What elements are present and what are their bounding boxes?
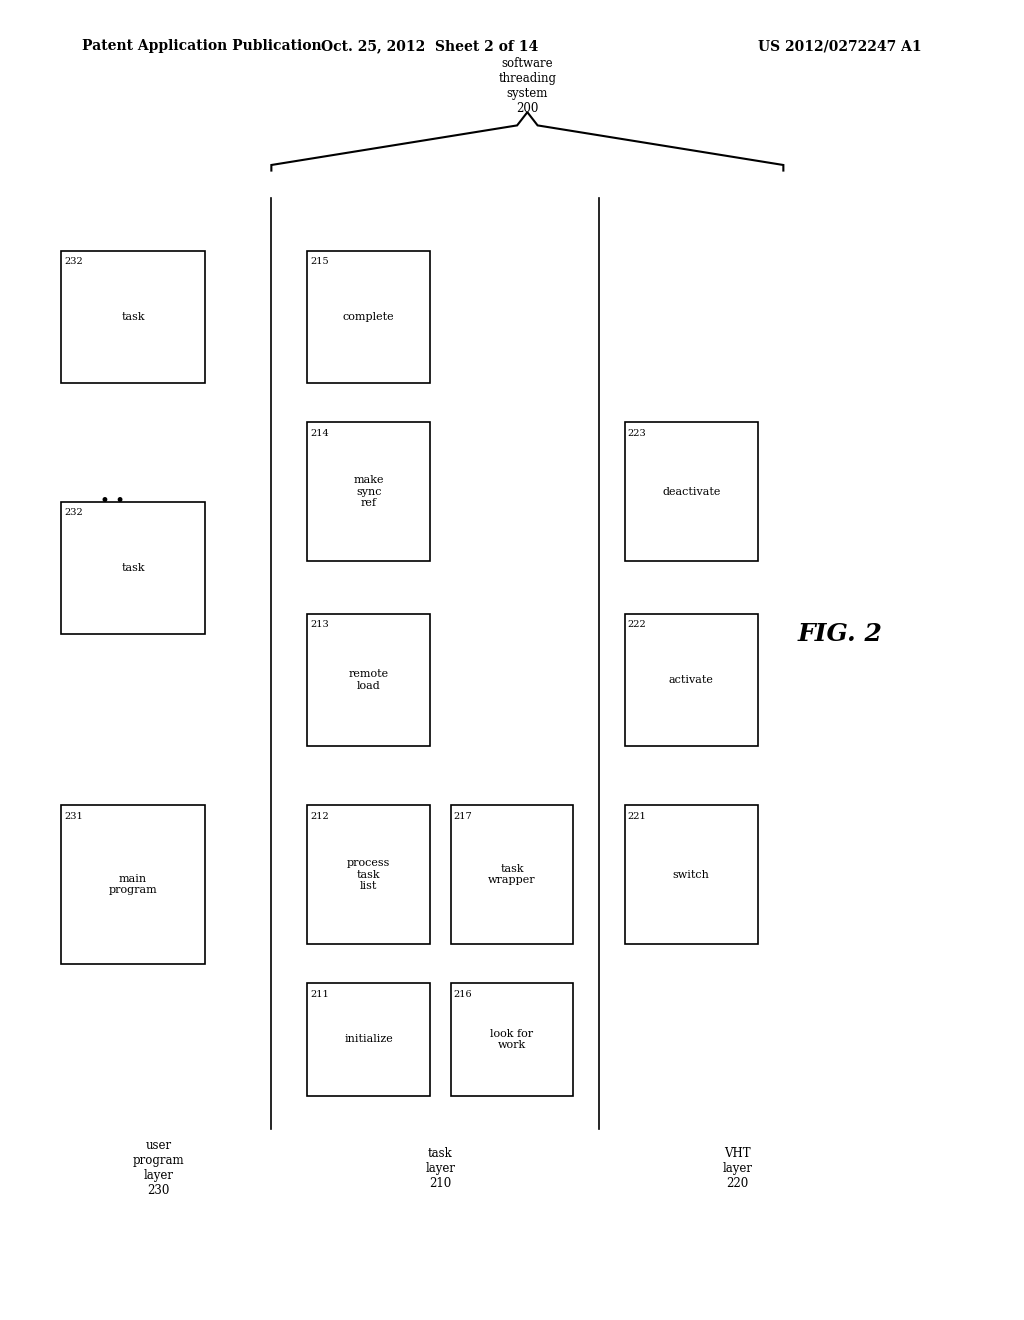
Text: 215: 215 xyxy=(310,257,329,267)
Bar xyxy=(625,805,758,944)
Text: remote
load: remote load xyxy=(348,669,389,690)
Text: 214: 214 xyxy=(310,429,329,438)
Text: activate: activate xyxy=(669,675,714,685)
Text: task: task xyxy=(121,562,145,573)
Text: • •: • • xyxy=(100,494,125,510)
Bar xyxy=(625,422,758,561)
Text: task
wrapper: task wrapper xyxy=(488,863,536,886)
Bar xyxy=(451,805,573,944)
Bar xyxy=(307,983,430,1096)
Text: make
sync
ref: make sync ref xyxy=(353,475,384,508)
Text: initialize: initialize xyxy=(344,1035,393,1044)
Text: US 2012/0272247 A1: US 2012/0272247 A1 xyxy=(758,40,922,53)
Text: look for
work: look for work xyxy=(490,1028,534,1051)
Text: task
layer
210: task layer 210 xyxy=(425,1147,456,1189)
Text: 216: 216 xyxy=(454,990,472,999)
Text: Patent Application Publication: Patent Application Publication xyxy=(82,40,322,53)
Text: 222: 222 xyxy=(628,620,646,630)
Text: FIG. 2: FIG. 2 xyxy=(798,622,882,645)
Text: 232: 232 xyxy=(65,508,83,517)
Text: switch: switch xyxy=(673,870,710,879)
Text: 221: 221 xyxy=(628,812,646,821)
Text: complete: complete xyxy=(343,312,394,322)
Text: 232: 232 xyxy=(65,257,83,267)
Bar xyxy=(307,422,430,561)
Bar xyxy=(61,502,205,634)
Text: main
program: main program xyxy=(109,874,158,895)
Text: deactivate: deactivate xyxy=(662,487,721,496)
Text: task: task xyxy=(121,312,145,322)
Text: 231: 231 xyxy=(65,812,83,821)
Bar xyxy=(451,983,573,1096)
Text: Oct. 25, 2012  Sheet 2 of 14: Oct. 25, 2012 Sheet 2 of 14 xyxy=(322,40,539,53)
Text: user
program
layer
230: user program layer 230 xyxy=(133,1139,184,1197)
Bar xyxy=(61,251,205,383)
Text: 212: 212 xyxy=(310,812,329,821)
Text: process
task
list: process task list xyxy=(347,858,390,891)
Bar xyxy=(307,805,430,944)
Text: 223: 223 xyxy=(628,429,646,438)
Text: software
threading
system
200: software threading system 200 xyxy=(499,57,556,115)
Text: 211: 211 xyxy=(310,990,329,999)
Bar xyxy=(307,251,430,383)
Bar xyxy=(61,805,205,964)
Text: 213: 213 xyxy=(310,620,329,630)
Bar xyxy=(625,614,758,746)
Text: 217: 217 xyxy=(454,812,472,821)
Text: VHT
layer
220: VHT layer 220 xyxy=(722,1147,753,1189)
Bar xyxy=(307,614,430,746)
